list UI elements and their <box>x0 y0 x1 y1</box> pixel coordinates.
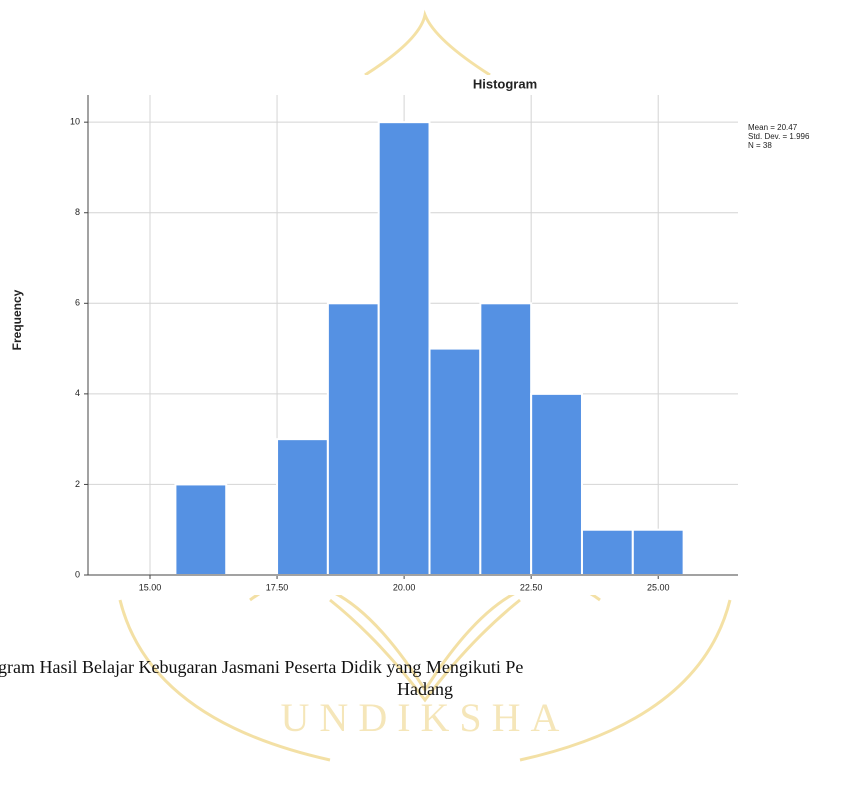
bar <box>428 347 482 576</box>
y-tick-label: 8 <box>75 207 80 217</box>
stat-annotation: Std. Dev. = 1.996 <box>748 132 810 141</box>
bar <box>530 392 583 576</box>
y-tick-label: 10 <box>70 117 80 127</box>
y-tick-label: 0 <box>75 569 80 579</box>
bar <box>580 528 634 576</box>
watermark: UNDIKSHA <box>281 695 570 740</box>
bar <box>276 438 329 576</box>
x-tick-label: 20.00 <box>393 582 416 592</box>
caption-line: Hadang <box>397 679 453 699</box>
chart-title: Histogram <box>473 76 537 91</box>
stat-annotation: Mean = 20.47 <box>748 123 798 132</box>
bar <box>377 121 431 577</box>
bar <box>631 528 685 576</box>
bar <box>479 302 533 576</box>
y-axis-label: Frequency <box>10 289 24 350</box>
caption-line: gram Hasil Belajar Kebugaran Jasmani Pes… <box>0 657 523 677</box>
y-tick-label: 2 <box>75 479 80 489</box>
bar <box>326 302 380 576</box>
bar <box>174 483 228 576</box>
stat-annotation: N = 38 <box>748 141 772 150</box>
x-tick-label: 25.00 <box>647 582 670 592</box>
x-tick-label: 15.00 <box>139 582 162 592</box>
x-tick-label: 22.50 <box>520 582 543 592</box>
y-tick-label: 4 <box>75 388 80 398</box>
x-tick-label: 17.50 <box>266 582 289 592</box>
y-tick-label: 6 <box>75 298 80 308</box>
